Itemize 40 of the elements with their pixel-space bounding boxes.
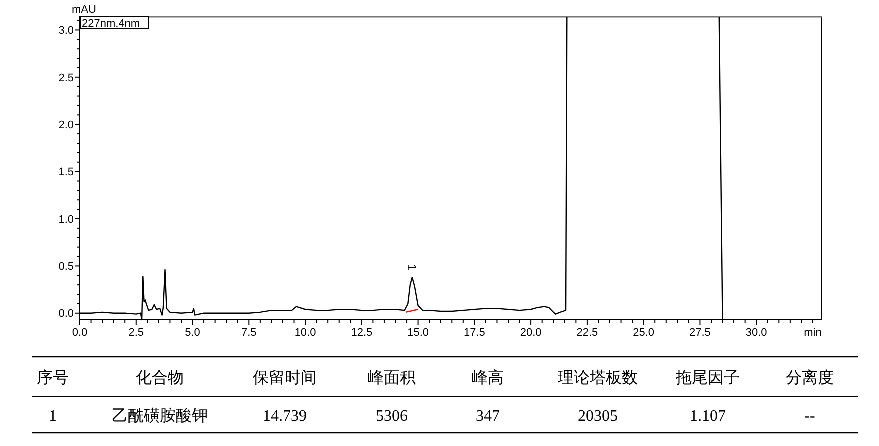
x-tick-label: 15.0 — [408, 327, 430, 339]
text: 347 — [476, 408, 500, 425]
category-label: 理论塔板数 — [558, 369, 638, 387]
x-tick-label: 30.0 — [746, 327, 768, 339]
category-label: 峰面积 — [368, 370, 416, 387]
x-tick-label: 12.5 — [351, 327, 373, 339]
y-tick-label: 3.0 — [58, 25, 74, 38]
text: -- — [804, 408, 816, 425]
y-tick-label: 2.0 — [58, 119, 74, 132]
text: 5306 — [376, 408, 408, 425]
category-label: 分离度 — [786, 369, 834, 387]
y-axis-title: mAU — [72, 4, 96, 16]
category-label: 保留时间 — [253, 369, 317, 387]
y-tick-label: 2.5 — [58, 72, 74, 84]
category-label: 拖尾因子 — [675, 370, 740, 387]
y-tick-label: 0.5 — [58, 261, 74, 274]
category-label: 序号 — [37, 369, 69, 387]
text: 乙酰磺胺酸钾 — [112, 407, 208, 425]
y-tick-label: 0.0 — [58, 308, 74, 320]
x-tick-label: 17.5 — [464, 327, 486, 339]
x-tick-label: 25.0 — [633, 327, 655, 339]
text: 1.107 — [690, 408, 726, 425]
text: 14.739 — [263, 408, 307, 425]
y-tick-label: 1.0 — [58, 214, 74, 226]
x-tick-label: 27.5 — [690, 327, 711, 339]
x-axis-title: min — [804, 327, 822, 339]
category-label: 化合物 — [136, 369, 184, 387]
text: 20305 — [578, 408, 618, 425]
x-tick-label: 7.5 — [242, 327, 257, 339]
x-tick-label: 22.5 — [576, 327, 598, 339]
y-tick-label: 1.5 — [58, 166, 74, 179]
x-tick-label: 5.0 — [185, 327, 200, 339]
x-tick-label: 2.5 — [128, 327, 144, 339]
x-tick-label: 20.0 — [520, 327, 542, 339]
annotation: 1 — [405, 264, 420, 272]
annotation: 227nm,4nm — [82, 18, 140, 30]
category-label: 峰高 — [472, 369, 504, 387]
text: 1 — [49, 408, 57, 425]
x-tick-label: 0.0 — [72, 327, 88, 339]
x-tick-label: 10.0 — [294, 327, 316, 339]
